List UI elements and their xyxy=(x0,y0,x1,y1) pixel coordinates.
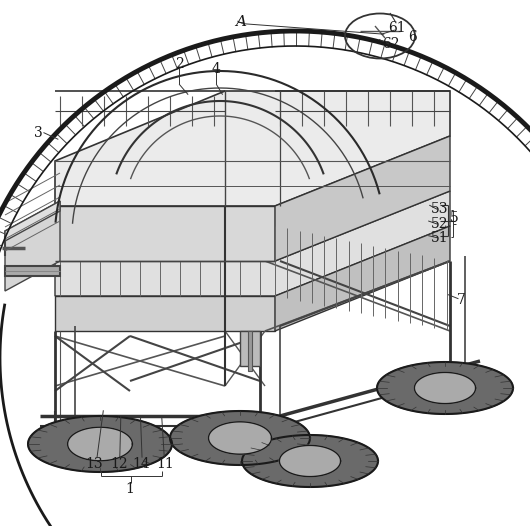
Polygon shape xyxy=(240,331,260,366)
Text: 62: 62 xyxy=(382,37,400,51)
Polygon shape xyxy=(68,427,132,461)
Polygon shape xyxy=(208,422,271,454)
Polygon shape xyxy=(5,201,60,241)
Text: 4: 4 xyxy=(212,63,220,76)
Polygon shape xyxy=(170,411,310,465)
Polygon shape xyxy=(55,91,450,206)
Polygon shape xyxy=(242,435,378,487)
Text: 3: 3 xyxy=(34,126,42,139)
Polygon shape xyxy=(275,136,450,261)
Text: 61: 61 xyxy=(387,22,405,35)
Polygon shape xyxy=(55,191,450,296)
Text: 2: 2 xyxy=(175,57,183,71)
Polygon shape xyxy=(55,206,275,261)
Text: 6: 6 xyxy=(408,30,417,44)
Polygon shape xyxy=(275,226,450,331)
Polygon shape xyxy=(248,331,252,371)
Polygon shape xyxy=(55,296,275,331)
Text: 12: 12 xyxy=(110,457,128,471)
Text: 7: 7 xyxy=(457,293,465,307)
Text: 14: 14 xyxy=(132,457,151,471)
Polygon shape xyxy=(377,362,513,414)
Text: 11: 11 xyxy=(156,457,174,471)
Text: 51: 51 xyxy=(431,231,449,245)
Text: 5: 5 xyxy=(450,211,459,225)
Text: 1: 1 xyxy=(126,482,134,496)
Polygon shape xyxy=(5,266,60,276)
Text: A: A xyxy=(236,15,246,29)
Polygon shape xyxy=(414,372,475,403)
Polygon shape xyxy=(5,201,60,291)
Text: 13: 13 xyxy=(85,457,103,471)
Text: 52: 52 xyxy=(431,217,449,231)
Text: 53: 53 xyxy=(431,203,449,216)
Polygon shape xyxy=(279,446,341,477)
Polygon shape xyxy=(28,416,172,472)
